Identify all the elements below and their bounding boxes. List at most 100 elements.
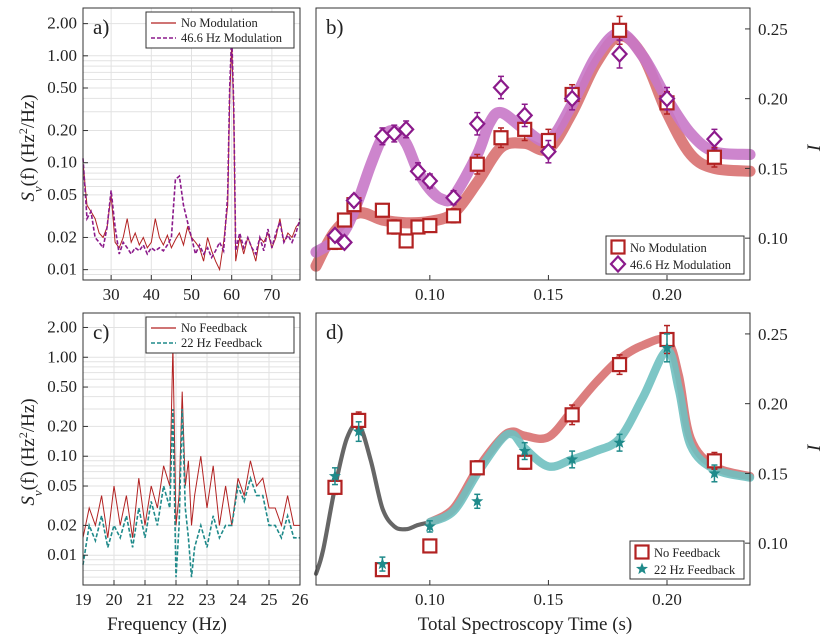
- y-tick-label-b: 0.10: [758, 229, 788, 248]
- data-point-b-0: [706, 149, 723, 165]
- plot-frame-d: [315, 312, 751, 586]
- y-tick-label-b: 0.25: [758, 20, 788, 39]
- panel-label-b: b): [326, 15, 344, 39]
- y-tick-label-d: 0.10: [758, 534, 788, 553]
- y-tick-label-a: 0.20: [47, 121, 77, 140]
- data-point-b-1: [421, 171, 439, 191]
- data-point-b-0: [422, 218, 438, 234]
- panel-label-c: c): [93, 320, 109, 344]
- data-point-d-0: [422, 538, 438, 554]
- data-point-b-1: [492, 78, 510, 97]
- y-tick-label-b: 0.20: [758, 90, 788, 109]
- data-point-d-1: [471, 494, 484, 507]
- plot-frame-a: [82, 7, 301, 281]
- x-tick-label-d: 0.20: [652, 590, 682, 609]
- data-point-b-0: [445, 208, 462, 224]
- x-tick-label-c: 22: [168, 590, 185, 609]
- plot-frame-c: [82, 312, 301, 586]
- y-tick-label-a: 1.00: [47, 46, 77, 65]
- y-axis-label-i-bottom: I: [804, 443, 825, 452]
- y-tick-label-a: 2.00: [47, 14, 77, 33]
- x-tick-label-a: 70: [263, 285, 280, 304]
- data-point-b-1: [539, 142, 557, 161]
- series-line-a-1: [82, 33, 301, 260]
- data-point-b-0: [493, 130, 509, 146]
- data-point-d-1: [328, 469, 342, 482]
- data-point-b-1: [445, 188, 463, 207]
- fit-band-d-0: [313, 421, 432, 576]
- legend-box-a: [145, 11, 295, 49]
- y-tick-label-c: 0.01: [47, 545, 77, 564]
- series-line-c-1: [82, 408, 300, 578]
- legend-marker-d-1: [635, 562, 649, 575]
- fit-band-d-2: [425, 346, 755, 527]
- legend-label-a-1: 46.6 Hz Modulation: [181, 31, 283, 45]
- y-axis-label-spectrum-bottom: Sν(f) (Hz2/Hz): [16, 398, 45, 505]
- data-point-d-1: [613, 436, 626, 448]
- y-tick-label-c: 1.00: [47, 347, 77, 366]
- y-tick-label-c: 0.10: [47, 446, 77, 465]
- x-tick-label-a: 50: [183, 285, 200, 304]
- y-tick-label-a: 0.10: [47, 153, 77, 172]
- y-axis-label-spectrum-top: Sν(f) (Hz2/Hz): [16, 94, 45, 201]
- x-tick-label-b: 0.20: [652, 285, 682, 304]
- data-point-b-1: [335, 233, 353, 252]
- data-layer: [82, 15, 756, 578]
- data-point-b-1: [409, 162, 427, 181]
- legend-label-a-0: No Modulation: [181, 16, 258, 30]
- legend-label-b-1: 46.6 Hz Modulation: [630, 258, 732, 272]
- data-point-b-1: [345, 191, 363, 210]
- x-tick-label-c: 19: [75, 590, 92, 609]
- y-tick-label-c: 0.05: [47, 476, 77, 495]
- y-tick-label-c: 0.20: [47, 416, 77, 435]
- data-point-d-0: [564, 407, 580, 423]
- x-tick-label-d: 0.15: [534, 590, 564, 609]
- data-point-b-0: [469, 156, 485, 172]
- legend-label-d-0: No Feedback: [654, 546, 721, 560]
- y-tick-label-a: 0.50: [47, 78, 77, 97]
- data-point-b-1: [611, 44, 629, 64]
- data-point-d-1: [660, 341, 674, 353]
- x-tick-label-c: 20: [106, 590, 123, 609]
- legend-label-c-1: 22 Hz Feedback: [181, 336, 263, 350]
- x-axis-label-time: Total Spectroscopy Time (s): [418, 614, 633, 635]
- series-line-a-0: [82, 41, 301, 272]
- y-tick-label-d: 0.25: [758, 325, 788, 344]
- data-point-b-1: [516, 106, 534, 125]
- data-point-b-1: [326, 226, 344, 245]
- data-point-d-0: [469, 460, 485, 476]
- y-tick-label-c: 0.02: [47, 515, 77, 534]
- y-tick-label-c: 0.50: [47, 377, 77, 396]
- data-point-b-1: [563, 89, 581, 108]
- x-tick-label-c: 25: [261, 590, 278, 609]
- data-point-b-0: [386, 219, 402, 235]
- legend-label-d-1: 22 Hz Feedback: [654, 563, 736, 577]
- data-point-d-1: [518, 444, 531, 457]
- data-point-d-1: [566, 453, 579, 465]
- x-tick-label-c: 24: [230, 590, 248, 609]
- data-point-b-1: [705, 130, 723, 149]
- legend-label-c-0: No Feedback: [181, 321, 248, 335]
- frame-layer: 0.01 0.02 0.05 0.10 0.20 0.50 1.00 2.00 30 40 50 60…: [47, 7, 788, 609]
- legend-label-b-0: No Modulation: [630, 241, 707, 255]
- y-axis-label-i-top: I: [804, 143, 825, 152]
- y-tick-label-c: 2.00: [47, 317, 77, 336]
- x-tick-label-a: 30: [103, 285, 120, 304]
- data-point-d-1: [708, 467, 721, 479]
- data-point-b-1: [658, 89, 676, 108]
- y-tick-label-b: 0.15: [758, 159, 788, 178]
- grid-layer: [82, 8, 301, 586]
- data-point-d-1: [352, 425, 365, 437]
- legend-marker-d-0: [634, 544, 650, 560]
- legend-marker-b-0: [610, 239, 626, 255]
- x-tick-label-b: 0.15: [534, 285, 564, 304]
- legend-marker-b-1: [609, 254, 627, 274]
- plot-frame-b: [315, 7, 751, 281]
- panel-label-d: d): [326, 320, 344, 344]
- y-tick-label-a: 0.01: [47, 260, 77, 279]
- data-point-b-1: [397, 120, 415, 139]
- y-tick-label-a: 0.02: [47, 227, 77, 246]
- data-point-b-0: [374, 202, 391, 218]
- x-tick-label-c: 26: [292, 590, 309, 609]
